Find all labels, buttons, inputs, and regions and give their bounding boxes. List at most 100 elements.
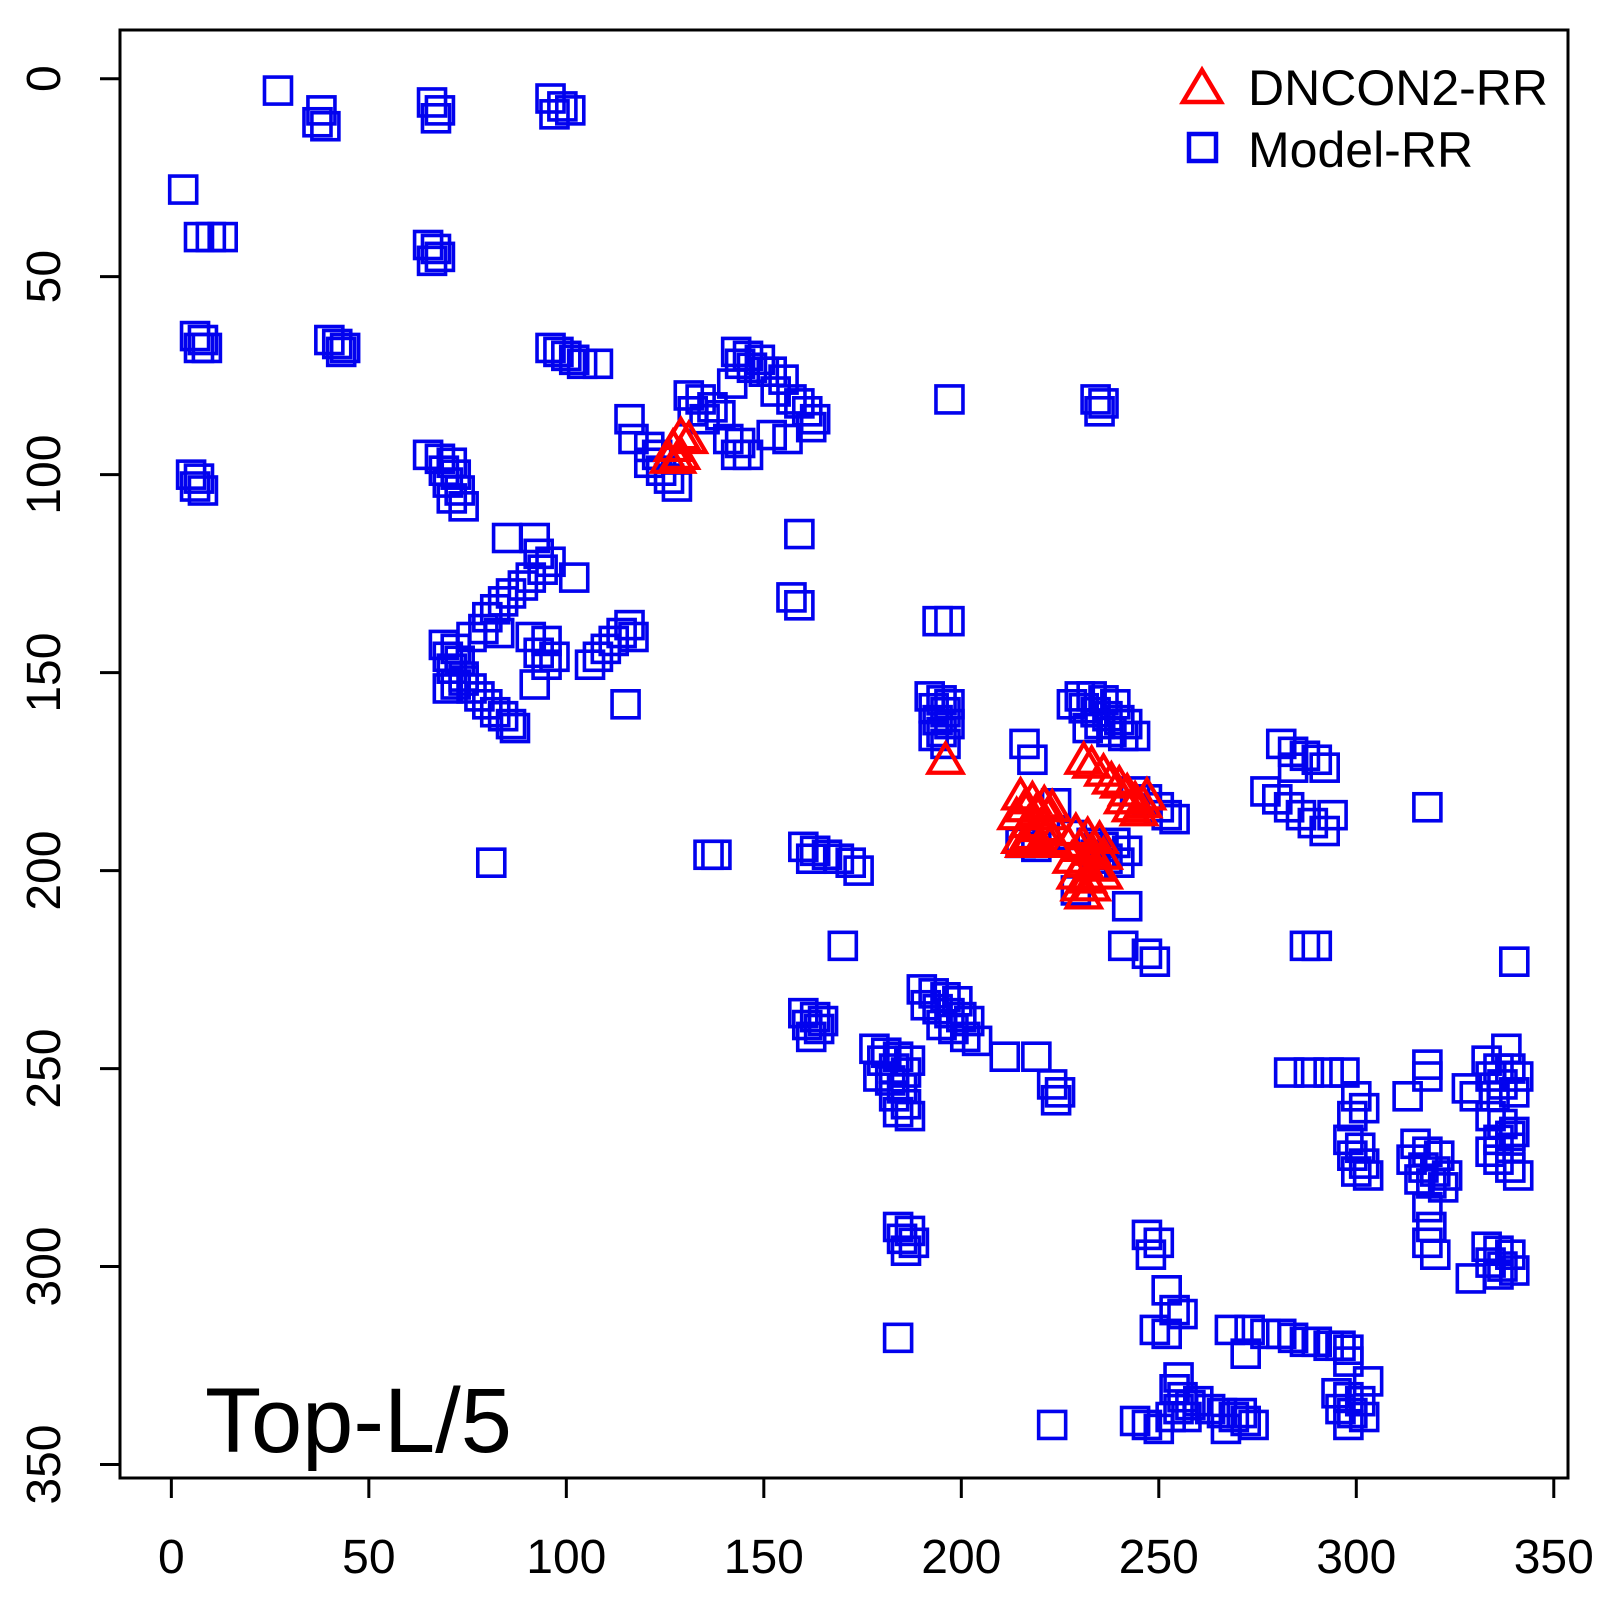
dncon2-rr-point bbox=[1063, 874, 1105, 910]
dncon2-rr-point bbox=[1110, 787, 1152, 823]
model-rr-point bbox=[784, 518, 815, 550]
y-tick-label: 150 bbox=[18, 633, 71, 713]
dncon2-rr-point bbox=[1102, 779, 1144, 815]
model-rr-point bbox=[989, 1041, 1021, 1073]
x-tick-label: 250 bbox=[1119, 1531, 1199, 1584]
model-rr-point bbox=[1333, 1409, 1364, 1441]
model-rr-point bbox=[1498, 1255, 1530, 1286]
model-rr-point bbox=[1151, 1275, 1182, 1306]
x-tick-label: 350 bbox=[1514, 1531, 1594, 1584]
dncon2-rr-point bbox=[1090, 759, 1133, 795]
model-rr-point bbox=[732, 439, 764, 471]
model-rr-point bbox=[456, 673, 487, 704]
dncon2-rr-point bbox=[1003, 787, 1046, 823]
model-rr-point bbox=[495, 708, 527, 740]
y-tick-label: 300 bbox=[18, 1227, 71, 1307]
model-rr-point bbox=[1412, 791, 1443, 823]
model-rr-point bbox=[574, 649, 606, 681]
model-rr-point bbox=[661, 471, 693, 502]
model-rr-point bbox=[420, 102, 452, 134]
model-rr-point bbox=[1337, 1100, 1368, 1132]
model-rr-point bbox=[618, 423, 649, 455]
axis-ticks: 0 50 100 150 200 250 300 350 0 50 100 150 200 250 300 3… bbox=[18, 65, 1594, 1584]
model-rr-point bbox=[1119, 720, 1151, 752]
model-rr-point bbox=[416, 87, 448, 118]
model-rr-point bbox=[448, 665, 479, 696]
model-rr-point bbox=[582, 348, 614, 380]
model-rr-point bbox=[167, 174, 199, 205]
dncon2-rr-point bbox=[1047, 822, 1089, 858]
model-rr-point bbox=[1352, 1366, 1384, 1397]
model-rr-series bbox=[167, 75, 1534, 1445]
model-rr-point bbox=[551, 340, 582, 372]
model-rr-point bbox=[799, 403, 831, 435]
dncon2-rr-point bbox=[1082, 751, 1125, 787]
model-rr-point bbox=[416, 245, 448, 277]
model-rr-point bbox=[1135, 1239, 1167, 1270]
legend-label-dncon2: DNCON2-RR bbox=[1248, 60, 1548, 116]
x-tick-label: 50 bbox=[342, 1531, 395, 1584]
model-rr-point bbox=[898, 1227, 930, 1259]
model-rr-point bbox=[1040, 1084, 1072, 1116]
model-rr-point bbox=[1017, 744, 1048, 776]
model-rr-point bbox=[795, 1021, 827, 1053]
model-rr-point bbox=[262, 75, 294, 106]
plot-border bbox=[118, 28, 1570, 1480]
model-rr-point bbox=[618, 621, 649, 653]
model-rr-point bbox=[1163, 1393, 1194, 1425]
model-rr-point bbox=[1427, 1172, 1459, 1203]
model-rr-point bbox=[499, 712, 531, 744]
model-rr-point bbox=[1273, 1057, 1305, 1088]
model-rr-point bbox=[1234, 1314, 1265, 1346]
dncon2-rr-point bbox=[1051, 838, 1093, 874]
model-rr-point bbox=[1230, 1405, 1261, 1437]
model-rr-point bbox=[1139, 946, 1171, 977]
dncon2-rr-series bbox=[648, 414, 1168, 910]
model-rr-point bbox=[776, 582, 807, 613]
model-rr-point bbox=[689, 403, 720, 435]
model-rr-point bbox=[1131, 938, 1163, 970]
x-tick-label: 100 bbox=[526, 1531, 606, 1584]
model-rr-point bbox=[1210, 1413, 1242, 1445]
model-rr-point bbox=[448, 491, 479, 522]
model-rr-point bbox=[515, 621, 547, 653]
model-rr-point bbox=[716, 368, 748, 399]
model-rr-point bbox=[582, 641, 614, 673]
model-rr-point bbox=[535, 546, 566, 578]
model-rr-point bbox=[843, 855, 874, 886]
model-rr-point bbox=[519, 669, 551, 700]
model-rr-point bbox=[558, 562, 590, 593]
legend-square-icon bbox=[1186, 131, 1219, 164]
model-rr-point bbox=[1419, 1239, 1451, 1270]
model-rr-point bbox=[558, 344, 590, 376]
x-tick-label: 300 bbox=[1316, 1531, 1396, 1584]
model-rr-point bbox=[1072, 712, 1104, 744]
model-rr-point bbox=[207, 221, 238, 253]
model-rr-point bbox=[539, 99, 570, 130]
dncon2-rr-point bbox=[1003, 822, 1046, 858]
legend-label-model: Model-RR bbox=[1248, 122, 1473, 178]
model-rr-point bbox=[1214, 1314, 1246, 1346]
model-rr-point bbox=[187, 324, 219, 356]
dncon2-rr-point bbox=[1098, 763, 1140, 799]
dncon2-rr-point bbox=[924, 739, 967, 775]
y-tick-label: 200 bbox=[18, 831, 71, 911]
dncon2-rr-point bbox=[652, 426, 694, 463]
model-rr-point bbox=[610, 689, 641, 720]
model-rr-point bbox=[321, 328, 353, 360]
model-rr-point bbox=[890, 1235, 922, 1267]
model-rr-point bbox=[566, 348, 598, 380]
model-rr-point bbox=[784, 590, 815, 621]
dncon2-rr-point bbox=[1063, 739, 1105, 775]
model-rr-point bbox=[1309, 815, 1340, 847]
model-rr-point bbox=[1392, 1081, 1423, 1112]
model-rr-point bbox=[325, 336, 357, 368]
model-rr-point bbox=[894, 1100, 926, 1132]
model-rr-point bbox=[614, 403, 645, 435]
model-rr-point bbox=[1088, 388, 1119, 419]
model-rr-point bbox=[803, 1013, 835, 1045]
model-rr-point bbox=[795, 843, 827, 875]
model-rr-point bbox=[495, 578, 527, 609]
